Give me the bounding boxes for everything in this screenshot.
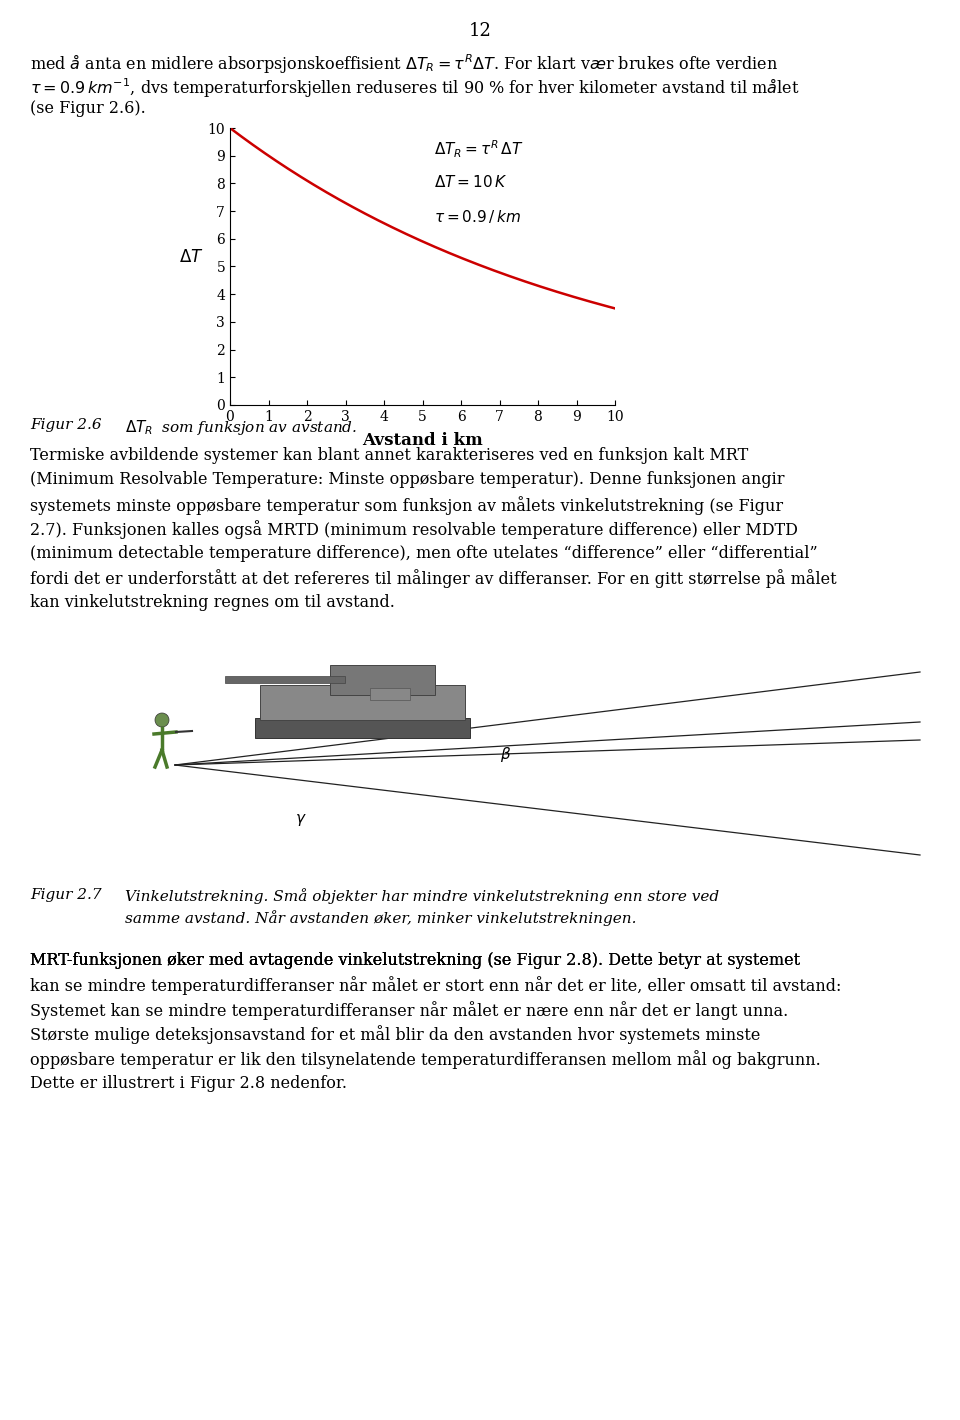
Text: Figur 2.7: Figur 2.7 — [30, 888, 102, 902]
Bar — [330, 665, 435, 694]
Text: systemets minste oppøsbare temperatur som funksjon av målets vinkelutstrekning (: systemets minste oppøsbare temperatur so… — [30, 496, 783, 515]
Text: $\Delta T_R = \tau^R \,\Delta T$: $\Delta T_R = \tau^R \,\Delta T$ — [434, 139, 523, 160]
Text: MRT-funksjonen øker med avtagende vinkelutstrekning (se Figur 2.8). Dette betyr : MRT-funksjonen øker med avtagende vinkel… — [30, 951, 800, 968]
Text: MRT-funksjonen øker med avtagende vinkelutstrekning (se: MRT-funksjonen øker med avtagende vinkel… — [30, 951, 516, 968]
Y-axis label: $\Delta T$: $\Delta T$ — [179, 250, 204, 267]
Text: samme avstand. Når avstanden øker, minker vinkelutstrekningen.: samme avstand. Når avstanden øker, minke… — [125, 910, 636, 926]
Text: MRT-funksjonen øker med avtagende vinkelutstrekning (se Figur 2.8). Dette betyr : MRT-funksjonen øker med avtagende vinkel… — [30, 951, 800, 968]
Text: Største mulige deteksjonsavstand for et mål blir da den avstanden hvor systemets: Største mulige deteksjonsavstand for et … — [30, 1025, 760, 1044]
Text: $\alpha$: $\alpha$ — [390, 719, 402, 733]
Bar — [370, 689, 410, 700]
Text: $\gamma$: $\gamma$ — [295, 812, 306, 828]
Text: (Minimum Resolvable Temperature: Minste oppøsbare temperatur). Denne funksjonen : (Minimum Resolvable Temperature: Minste … — [30, 471, 784, 488]
Text: fordi det er underforstått at det refereres til målinger av differanser. For en : fordi det er underforstått at det refere… — [30, 569, 836, 588]
Text: $\tau = 0.9\,km^{-1}$, dvs temperaturforskjellen reduseres til 90 % for hver kil: $\tau = 0.9\,km^{-1}$, dvs temperaturfor… — [30, 77, 800, 99]
Text: $\beta$: $\beta$ — [500, 746, 512, 764]
Text: kan se mindre temperaturdifferanser når målet er stort enn når det er lite, elle: kan se mindre temperaturdifferanser når … — [30, 977, 841, 995]
Text: Figur 2.6: Figur 2.6 — [30, 417, 102, 432]
Bar — [260, 684, 465, 720]
Text: kan vinkelutstrekning regnes om til avstand.: kan vinkelutstrekning regnes om til avst… — [30, 594, 395, 611]
Text: (se Figur 2.6).: (se Figur 2.6). — [30, 99, 146, 116]
Bar — [255, 719, 470, 738]
Text: Vinkelutstrekning. Små objekter har mindre vinkelutstrekning enn store ved: Vinkelutstrekning. Små objekter har mind… — [125, 888, 719, 905]
Text: Systemet kan se mindre temperaturdifferanser når målet er nære enn når det er la: Systemet kan se mindre temperaturdiffera… — [30, 1001, 788, 1020]
Ellipse shape — [155, 713, 169, 727]
Text: $\tau = 0.9\,/\,km$: $\tau = 0.9\,/\,km$ — [434, 209, 521, 226]
Text: 12: 12 — [468, 21, 492, 40]
Text: 2.7). Funksjonen kalles også MRTD (minimum resolvable temperature difference) el: 2.7). Funksjonen kalles også MRTD (minim… — [30, 521, 798, 540]
Text: med $\aa$ anta en midlere absorpsjonskoeffisient $\Delta T_R = \tau^R \Delta T$.: med $\aa$ anta en midlere absorpsjonskoe… — [30, 53, 778, 75]
Text: $\Delta T = 10\,K$: $\Delta T = 10\,K$ — [434, 173, 508, 190]
Bar — [225, 676, 345, 683]
Text: $\Delta T_R\;$ som funksjon av avstand.: $\Delta T_R\;$ som funksjon av avstand. — [125, 417, 357, 437]
Text: Dette er illustrert i Figur 2.8 nedenfor.: Dette er illustrert i Figur 2.8 nedenfor… — [30, 1075, 347, 1092]
Text: Termiske avbildende systemer kan blant annet karakteriseres ved en funksjon kalt: Termiske avbildende systemer kan blant a… — [30, 447, 748, 464]
Text: oppøsbare temperatur er lik den tilsynelatende temperaturdifferansen mellom mål : oppøsbare temperatur er lik den tilsynel… — [30, 1049, 821, 1069]
X-axis label: Avstand i km: Avstand i km — [362, 432, 483, 449]
Text: (minimum detectable temperature difference), men ofte utelates “difference” elle: (minimum detectable temperature differen… — [30, 545, 818, 562]
